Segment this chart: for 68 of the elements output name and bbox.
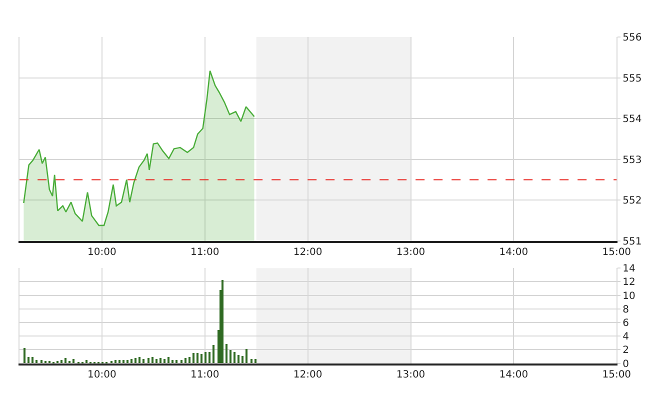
bar (196, 353, 199, 364)
y-tick-label: 553 (622, 154, 642, 166)
y-tick-label: 10 (622, 290, 636, 302)
y-tick-label: 12 (622, 277, 636, 288)
bar (226, 344, 228, 364)
y-tick-label: 2 (622, 345, 630, 356)
bar (208, 352, 211, 364)
bar (28, 357, 30, 364)
x-tick-label: 10:00 (88, 246, 116, 258)
bar (138, 357, 141, 364)
bar (86, 360, 88, 364)
y-tick-label: 552 (622, 196, 642, 207)
x-tick-label: 14:00 (499, 369, 528, 380)
bar (222, 280, 224, 364)
bar (122, 360, 125, 364)
bar (142, 359, 145, 364)
y-tick-label: 554 (622, 114, 642, 126)
bar (176, 360, 178, 364)
bar (238, 355, 240, 364)
y-tick-label: 551 (622, 236, 642, 248)
bar (148, 358, 150, 364)
bar (152, 357, 154, 364)
bar (156, 359, 158, 364)
bar (212, 345, 215, 364)
x-tick-label: 12:00 (293, 246, 322, 258)
bar (250, 359, 253, 364)
x-tick-label: 11:00 (190, 246, 220, 258)
y-tick-label: 556 (622, 32, 642, 44)
bar (246, 349, 248, 364)
x-tick-label: 13:00 (396, 246, 426, 258)
bar (64, 358, 67, 364)
bar (118, 360, 121, 364)
bar (114, 360, 117, 364)
bar (72, 359, 75, 364)
x-tick-label: 13:00 (396, 369, 426, 380)
y-tick-label: 555 (622, 73, 642, 84)
bar (204, 352, 207, 364)
bar (24, 348, 26, 364)
bar (172, 360, 174, 364)
bar (192, 353, 195, 364)
y-tick-label: 0 (622, 358, 630, 370)
bar (134, 358, 137, 364)
bar (130, 359, 133, 364)
bar (230, 350, 232, 364)
bar (168, 357, 170, 364)
bar (40, 360, 43, 364)
x-tick-label: 10:00 (88, 369, 116, 380)
bar (234, 352, 236, 364)
bar (60, 360, 63, 364)
y-tick-label: 8 (622, 304, 630, 316)
bar (160, 358, 162, 364)
bar (164, 359, 166, 364)
x-tick-label: 12:00 (293, 369, 322, 380)
x-tick-label: 15:00 (602, 246, 632, 258)
x-tick-label: 15:00 (602, 369, 632, 380)
bar (188, 357, 191, 364)
bar (180, 360, 183, 364)
y-tick-label: 14 (622, 264, 636, 275)
x-tick-label: 14:00 (499, 246, 528, 258)
bar (242, 356, 244, 364)
bar (32, 357, 34, 364)
x-tick-label: 11:00 (190, 369, 220, 380)
bar (184, 358, 187, 364)
bar (36, 360, 38, 364)
y-tick-label: 6 (622, 318, 630, 329)
bar (200, 354, 203, 364)
y-tick-label: 4 (622, 332, 630, 343)
bar (254, 359, 257, 364)
